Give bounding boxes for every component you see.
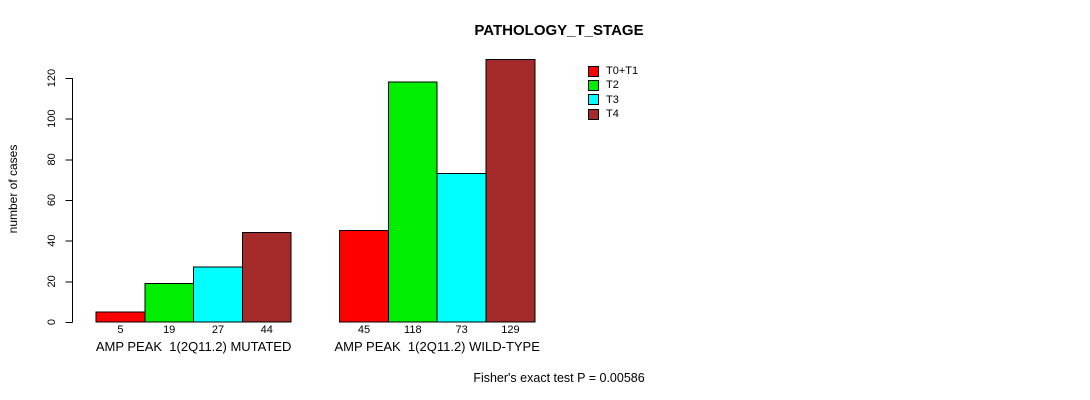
legend-label: T2: [606, 79, 619, 92]
legend-label: T4: [606, 108, 619, 121]
fisher-test-footnote: Fisher's exact test P = 0.00586: [473, 371, 645, 385]
chart-title: PATHOLOGY_T_STAGE: [474, 22, 644, 39]
bar-value-label: 118: [404, 324, 422, 336]
bar-value-label: 45: [357, 324, 371, 336]
bar-value-label: 129: [501, 324, 520, 336]
legend-swatch-icon: [588, 94, 599, 106]
y-axis-tick-label: 60: [46, 194, 58, 206]
bar-value-label: 5: [117, 324, 124, 336]
y-axis-tick-label: 0: [46, 319, 58, 325]
legend-label: T0+T1: [606, 65, 639, 77]
legend-label: T3: [606, 93, 619, 106]
bar-T4-mutated: [241, 232, 292, 323]
y-axis-tick-label: 20: [46, 275, 58, 287]
bar-T0+T1-wild-type: [339, 230, 389, 323]
legend-swatch-icon: [588, 79, 599, 91]
bar-T4-wild-type: [485, 59, 536, 323]
bar-T0+T1-mutated: [95, 311, 146, 323]
legend-item-T0+T1: T0+T1: [588, 65, 638, 77]
category-label: AMP PEAK 1(2Q11.2) MUTATED: [95, 339, 292, 354]
bar-T2-wild-type: [387, 81, 438, 323]
y-axis-tick-label: 100: [46, 109, 58, 127]
y-axis-tick-label: 80: [46, 153, 58, 165]
bar-value-label: 19: [163, 324, 176, 336]
bar-T2-mutated: [144, 282, 195, 323]
legend-item-T2: T2: [588, 79, 619, 91]
bar-T3-mutated: [193, 266, 243, 323]
y-axis-tick-label: 120: [46, 69, 58, 87]
category-label: AMP PEAK 1(2Q11.2) WILD-TYPE: [334, 339, 540, 354]
y-axis-tick-label: 40: [46, 235, 58, 247]
legend-item-T4: T4: [588, 108, 619, 120]
legend-swatch-icon: [588, 108, 599, 120]
bar-value-label: 73: [455, 324, 468, 336]
bar-value-label: 27: [211, 324, 225, 336]
bar-T3-wild-type: [436, 173, 487, 323]
legend-item-T3: T3: [588, 94, 619, 106]
bar-value-label: 44: [260, 324, 273, 336]
legend-swatch-icon: [588, 65, 599, 77]
